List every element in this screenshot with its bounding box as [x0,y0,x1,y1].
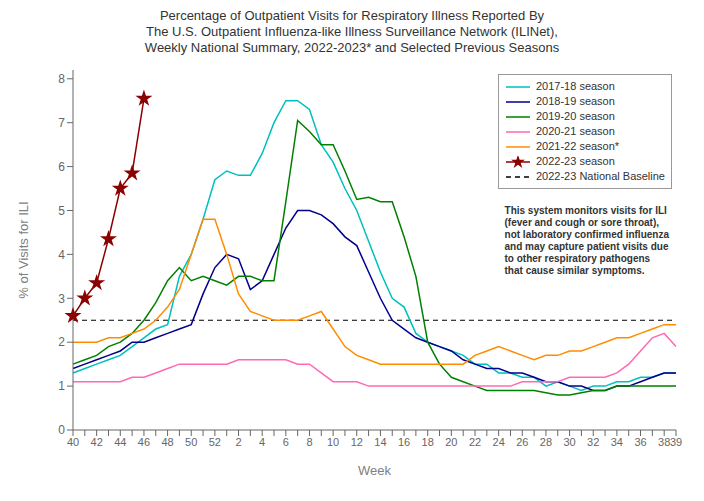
html-text:2022-23 National Baseline: 2022-23 National Baseline [536,170,665,182]
svg-text:% of Visits for ILI: % of Visits for ILI [16,201,31,298]
svg-text:2: 2 [235,436,241,448]
svg-text:2: 2 [58,335,65,349]
svg-text:42: 42 [91,436,103,448]
svg-text:4: 4 [259,436,265,448]
svg-text:28: 28 [540,436,552,448]
svg-text:50: 50 [185,436,197,448]
svg-text:7: 7 [58,116,65,130]
svg-text:6: 6 [58,160,65,174]
svg-text:22: 22 [469,436,481,448]
svg-text:48: 48 [161,436,173,448]
svg-text:34: 34 [611,436,623,448]
svg-text:16: 16 [398,436,410,448]
svg-text:24: 24 [493,436,505,448]
svg-text:1: 1 [58,379,65,393]
svg-text:38: 38 [658,436,670,448]
html-text:2019-20 season: 2019-20 season [536,110,615,122]
html-text:2018-19 season: 2018-19 season [536,95,615,107]
svg-text:8: 8 [306,436,312,448]
svg-text:5: 5 [58,204,65,218]
svg-text:40: 40 [67,436,79,448]
html-text:2021-22 season*: 2021-22 season* [536,140,620,152]
svg-text:18: 18 [422,436,434,448]
svg-text:6: 6 [283,436,289,448]
svg-text:Week: Week [358,463,391,478]
svg-text:52: 52 [209,436,221,448]
html-text:2022-23 season: 2022-23 season [536,155,615,167]
svg-text:32: 32 [587,436,599,448]
html-text:This system monitors visits fo: This system monitors visits for ILI (fev… [504,205,669,276]
html-text:2017-18 season: 2017-18 season [536,80,615,92]
svg-text:36: 36 [634,436,646,448]
svg-text:30: 30 [563,436,575,448]
svg-text:8: 8 [58,72,65,86]
svg-text:3: 3 [58,292,65,306]
svg-text:46: 46 [138,436,150,448]
svg-text:12: 12 [351,436,363,448]
svg-text:14: 14 [374,436,386,448]
svg-text:0: 0 [58,423,65,437]
html-text:Percentage of Outpatient Visit: Percentage of Outpatient Visits for Resp… [144,8,560,55]
svg-text:26: 26 [516,436,528,448]
svg-text:44: 44 [114,436,126,448]
html-text:2020-21 season: 2020-21 season [536,125,615,137]
svg-text:4: 4 [58,248,65,262]
svg-text:10: 10 [327,436,339,448]
svg-text:39: 39 [670,436,682,448]
svg-text:20: 20 [445,436,457,448]
